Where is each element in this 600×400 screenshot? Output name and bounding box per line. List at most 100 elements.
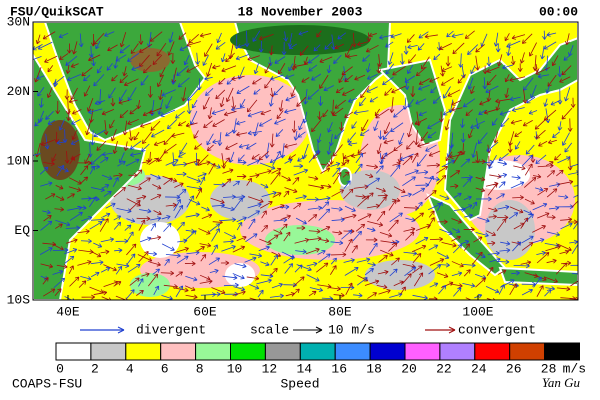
wind-arrow (536, 285, 544, 297)
wind-arrow (341, 88, 355, 96)
colorbar-unit: m/s (563, 361, 586, 376)
wind-arrow (56, 164, 65, 177)
wind-arrow (352, 230, 362, 242)
wind-arrow (285, 96, 296, 102)
wind-arrow (83, 74, 91, 82)
wind-arrow (142, 131, 152, 145)
wind-arrow (93, 290, 108, 296)
wind-arrow (477, 216, 490, 223)
wind-arrow (55, 223, 63, 229)
wind-arrow (69, 276, 80, 287)
colorbar-swatch (160, 342, 197, 361)
wind-arrow (55, 184, 64, 190)
wind-arrow (307, 89, 320, 100)
wind-arrow (281, 41, 287, 56)
wind-arrow (557, 243, 572, 252)
wind-arrow (39, 247, 53, 255)
wind-arrow (237, 44, 247, 49)
wind-arrow (404, 75, 416, 83)
wind-arrow (339, 121, 344, 132)
wind-arrow (513, 165, 526, 171)
wind-arrow (219, 97, 225, 108)
wind-arrow (115, 295, 128, 300)
wind-arrow (275, 129, 284, 137)
wind-arrow (509, 96, 521, 102)
wind-arrow (379, 231, 393, 238)
wind-arrow (323, 85, 334, 92)
wind-arrow (232, 273, 245, 280)
wind-arrow (174, 182, 184, 188)
wind-arrow (258, 34, 274, 41)
wind-arrow (402, 273, 412, 284)
wind-arrow (220, 53, 226, 63)
wind-arrow (472, 201, 478, 210)
wind-arrow (184, 285, 196, 292)
wind-arrow (571, 272, 578, 275)
wind-arrow (545, 244, 561, 252)
wind-arrow (202, 97, 210, 110)
wind-arrow (344, 266, 359, 276)
wind-arrow (280, 214, 291, 221)
wind-arrow (235, 54, 249, 61)
wind-arrow (162, 175, 178, 183)
wind-arrow (268, 96, 274, 107)
wind-arrow (96, 140, 107, 151)
wind-arrow (573, 194, 578, 198)
wind-arrow (333, 54, 342, 65)
wind-arrow (206, 133, 214, 146)
wind-arrow (116, 263, 130, 268)
wind-arrow (196, 78, 202, 91)
wind-arrow (88, 45, 94, 58)
wind-arrow (101, 184, 110, 189)
wind-arrow (497, 54, 503, 67)
wind-arrow (119, 109, 129, 119)
wind-arrow (65, 65, 71, 74)
wind-arrow (559, 76, 571, 83)
wind-arrow (153, 210, 162, 216)
wind-arrow (274, 118, 286, 125)
wind-arrow (276, 110, 284, 120)
wind-arrow (322, 109, 329, 118)
wind-arrow (54, 131, 60, 143)
wind-arrow (110, 128, 117, 142)
wind-arrow (129, 140, 142, 150)
wind-arrow (484, 159, 494, 165)
wind-arrow (284, 158, 293, 164)
wind-arrow (245, 233, 258, 243)
wind-arrow (471, 251, 483, 265)
wind-arrow (390, 122, 404, 132)
wind-arrow (64, 89, 70, 100)
wind-arrow (195, 52, 200, 65)
wind-arrow (101, 296, 112, 300)
wind-arrow (271, 204, 285, 211)
wind-arrow (449, 283, 463, 288)
wind-arrow (561, 65, 572, 76)
wind-arrow (382, 131, 390, 140)
wind-arrow (77, 205, 87, 210)
wind-arrow (218, 77, 226, 85)
wind-arrow (136, 169, 143, 177)
wind-arrow (485, 285, 500, 294)
wind-arrow (186, 64, 200, 73)
wind-arrow (366, 73, 378, 80)
wind-arrow (178, 32, 187, 40)
wind-arrow (308, 64, 318, 72)
lon-label: 40E (56, 304, 80, 319)
wind-arrow (365, 63, 371, 73)
wind-arrow (546, 231, 560, 237)
wind-arrow (561, 107, 573, 120)
wind-arrow (221, 245, 236, 252)
wind-arrow (330, 265, 337, 275)
wind-arrow (367, 220, 384, 227)
wind-arrow (264, 62, 271, 74)
wind-arrow (366, 32, 372, 42)
wind-arrow (548, 205, 560, 211)
lat-label: 10S (7, 292, 31, 307)
wind-arrow (232, 180, 240, 187)
wind-arrow (329, 154, 334, 165)
wind-arrow (451, 100, 462, 106)
wind-arrow (573, 185, 578, 187)
wind-arrow (504, 33, 510, 42)
wind-arrow (231, 118, 237, 134)
